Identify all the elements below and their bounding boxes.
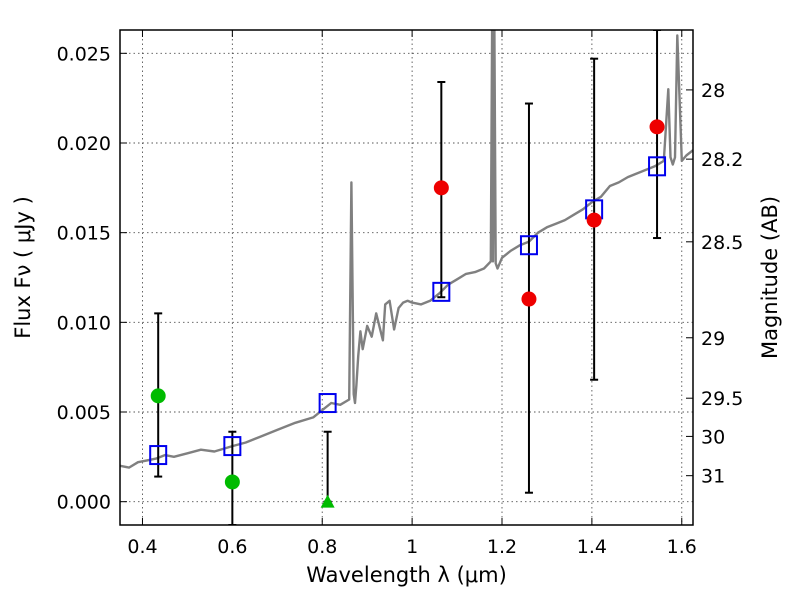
x-tick-label: 1.6 — [667, 536, 697, 558]
x-tick-label: 1.4 — [577, 536, 607, 558]
x-tick-label: 0.8 — [307, 536, 337, 558]
observed-flux-point — [150, 388, 166, 404]
magnitude-tick-label: 29.5 — [701, 388, 743, 410]
observed-flux-point — [433, 180, 449, 196]
model-flux-square — [519, 235, 538, 256]
model-flux-square — [432, 281, 451, 302]
model-flux-square — [223, 436, 242, 457]
x-tick-label: 0.6 — [217, 536, 247, 558]
magnitude-tick-label: 28.5 — [701, 232, 743, 254]
observed-flux-point — [649, 119, 665, 135]
y-tick-label: 0.000 — [57, 492, 111, 514]
magnitude-tick-label: 31 — [701, 466, 725, 488]
magnitude-axis: 28 28.2 28.5 29 29.5 30 31 — [686, 80, 743, 488]
x-axis-label: Wavelength λ (μm) — [306, 563, 507, 587]
magnitude-axis-label: Magnitude (AB) — [758, 196, 782, 359]
observed-flux-point — [586, 212, 602, 228]
y-axis: 0.000 0.005 0.010 0.015 0.020 0.025 — [57, 43, 127, 514]
sed-template-line — [120, 30, 693, 469]
y-tick-label: 0.020 — [57, 133, 111, 155]
x-tick-label: 1 — [406, 536, 418, 558]
observed-flux-point — [224, 474, 240, 490]
magnitude-tick-label: 28 — [701, 80, 725, 102]
magnitude-tick-label: 29 — [701, 328, 725, 350]
y-tick-label: 0.025 — [57, 43, 111, 65]
y-tick-label: 0.005 — [57, 402, 111, 424]
plot-frame — [119, 29, 694, 526]
magnitude-tick-label: 30 — [701, 426, 725, 448]
model-flux-square — [648, 156, 667, 177]
upper-limit-triangle — [320, 494, 335, 508]
model-flux-square — [318, 393, 337, 414]
x-tick-label: 0.4 — [127, 536, 157, 558]
gridlines — [120, 30, 693, 525]
x-axis: 0.4 0.6 0.8 1 1.2 1.4 1.6 — [127, 30, 697, 558]
magnitude-tick-label: 28.2 — [701, 149, 743, 171]
y-axis-label: Flux Fν ( μJy ) — [11, 196, 35, 339]
y-tick-label: 0.015 — [57, 223, 111, 245]
observed-flux-point — [521, 291, 537, 307]
x-tick-label: 1.2 — [487, 536, 517, 558]
plot-area — [120, 30, 693, 525]
model-flux-square — [149, 445, 168, 466]
y-tick-label: 0.010 — [57, 312, 111, 334]
